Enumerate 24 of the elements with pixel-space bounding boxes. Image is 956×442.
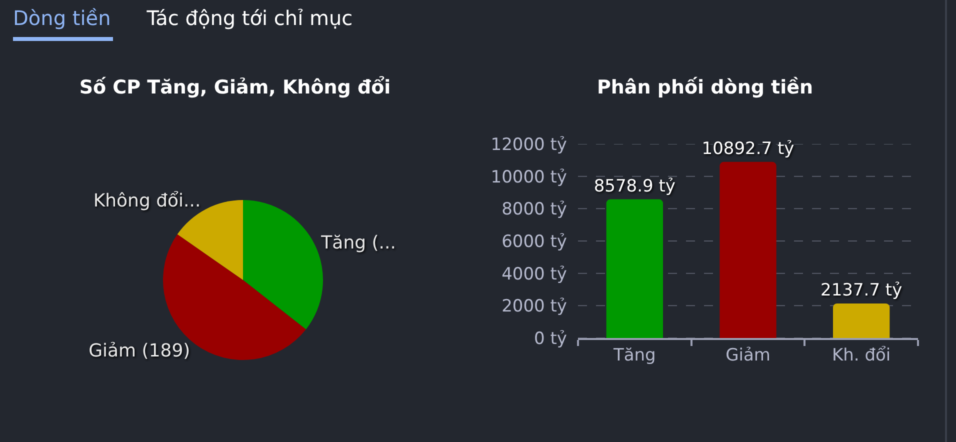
- bar: [606, 199, 663, 338]
- bar: [833, 303, 890, 338]
- y-tick-label: 10000 tỷ: [490, 167, 567, 188]
- data-label: 2137.7 tỷ: [820, 280, 902, 300]
- pie-slice: [243, 200, 323, 330]
- y-tick-label: 0 tỷ: [534, 328, 567, 349]
- slice-label: Không đổi...: [93, 190, 201, 212]
- data-label: 8578.9 tỷ: [594, 176, 676, 196]
- x-tick-label: Tăng: [612, 345, 656, 366]
- y-tick-label: 6000 tỷ: [502, 232, 567, 252]
- chart-title: Số CP Tăng, Giảm, Không đổi: [79, 76, 391, 99]
- slice-label: Tăng (...: [320, 232, 396, 254]
- y-tick-label: 4000 tỷ: [502, 264, 567, 284]
- y-tick-label: 2000 tỷ: [502, 296, 567, 317]
- data-label: 10892.7 tỷ: [702, 138, 794, 159]
- slice-label: Giảm (189): [88, 340, 190, 362]
- x-tick-label: Giảm: [726, 345, 770, 366]
- text: Tác động tới chỉ mục: [146, 5, 353, 31]
- y-tick-label: 8000 tỷ: [502, 200, 567, 220]
- text: Dòng tiền: [13, 5, 111, 31]
- x-tick-label: Kh. đổi: [832, 345, 891, 366]
- chart-title: Phân phối dòng tiền: [596, 76, 814, 99]
- y-tick-label: 12000 tỷ: [490, 134, 567, 155]
- bar: [720, 162, 776, 338]
